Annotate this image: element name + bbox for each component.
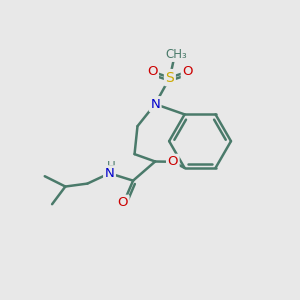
Text: H: H	[106, 160, 116, 173]
Text: N: N	[150, 98, 160, 111]
Text: CH₃: CH₃	[165, 47, 187, 61]
Text: O: O	[168, 155, 178, 168]
Text: O: O	[147, 65, 158, 78]
Text: S: S	[166, 70, 174, 85]
Text: N: N	[105, 167, 114, 180]
Text: O: O	[118, 196, 128, 209]
Text: O: O	[182, 65, 193, 78]
